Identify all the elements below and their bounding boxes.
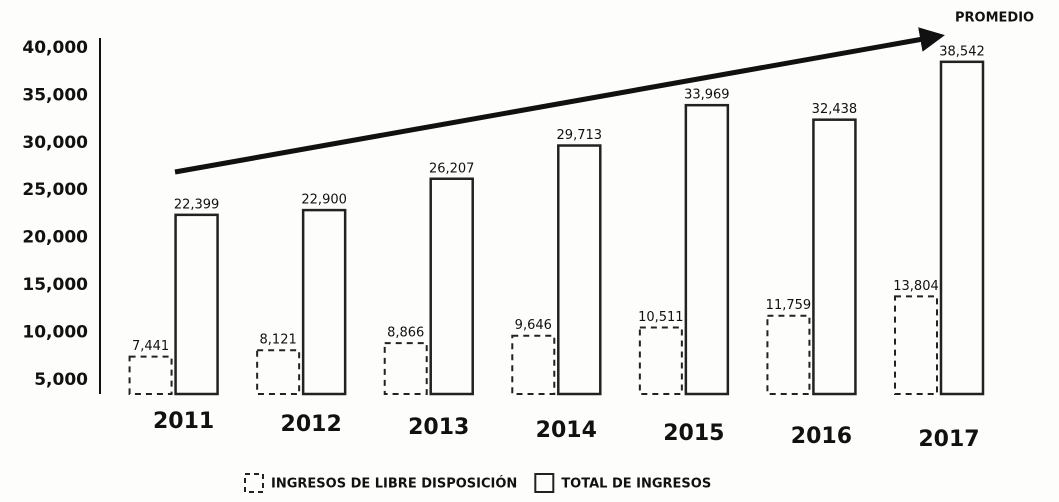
bar (939, 60, 985, 396)
y-tick-label: 10,000 (22, 322, 88, 342)
data-label: 33,969 (684, 88, 730, 103)
x-tick-label: 2015 (663, 421, 724, 446)
y-tick-label: 25,000 (22, 180, 88, 200)
data-label: 22,900 (301, 193, 347, 208)
x-tick-label: 2012 (281, 412, 342, 437)
data-label: 10,511 (638, 310, 684, 325)
x-tick-label: 2011 (153, 409, 214, 434)
annotation: PROMEDIO (955, 11, 1034, 26)
y-tick-label: 20,000 (22, 228, 88, 248)
legend-swatch (244, 473, 264, 493)
x-tick-label: 2013 (408, 415, 469, 440)
bar (557, 144, 602, 396)
bar (429, 177, 474, 396)
data-label: 8,121 (260, 333, 297, 348)
x-tick-label: 2014 (536, 418, 597, 443)
bar (383, 342, 428, 396)
data-label: 8,866 (387, 326, 424, 341)
bar (174, 213, 219, 396)
x-tick-label: 2017 (918, 427, 979, 452)
data-label: 22,399 (174, 197, 220, 212)
data-label: 32,438 (812, 102, 858, 117)
bar (638, 326, 683, 395)
data-label: 26,207 (429, 161, 475, 176)
bar (301, 208, 347, 396)
legend-label: TOTAL DE INGRESOS (561, 477, 711, 492)
data-label: 7,441 (132, 339, 169, 354)
bar (766, 314, 811, 395)
y-tick-label: 5,000 (34, 370, 88, 390)
bar (256, 349, 301, 396)
legend-label: INGRESOS DE LIBRE DISPOSICIÓN (271, 476, 517, 492)
legend-swatch (534, 473, 555, 493)
data-label: 11,759 (766, 298, 812, 313)
y-tick-label: 30,000 (22, 133, 88, 153)
data-label: 13,804 (893, 279, 939, 294)
y-tick-label: 35,000 (22, 85, 88, 105)
x-tick-label: 2016 (791, 424, 852, 449)
bar (511, 334, 556, 395)
bar (894, 295, 938, 396)
bar (128, 355, 173, 395)
y-tick-label: 15,000 (22, 275, 88, 295)
data-label: 29,713 (557, 128, 603, 143)
data-label: 9,646 (515, 318, 552, 333)
bar (684, 103, 730, 396)
data-label: 38,542 (939, 44, 985, 59)
trend-arrow (174, 27, 945, 175)
bar (812, 118, 857, 396)
y-tick-label: 40,000 (22, 38, 88, 58)
